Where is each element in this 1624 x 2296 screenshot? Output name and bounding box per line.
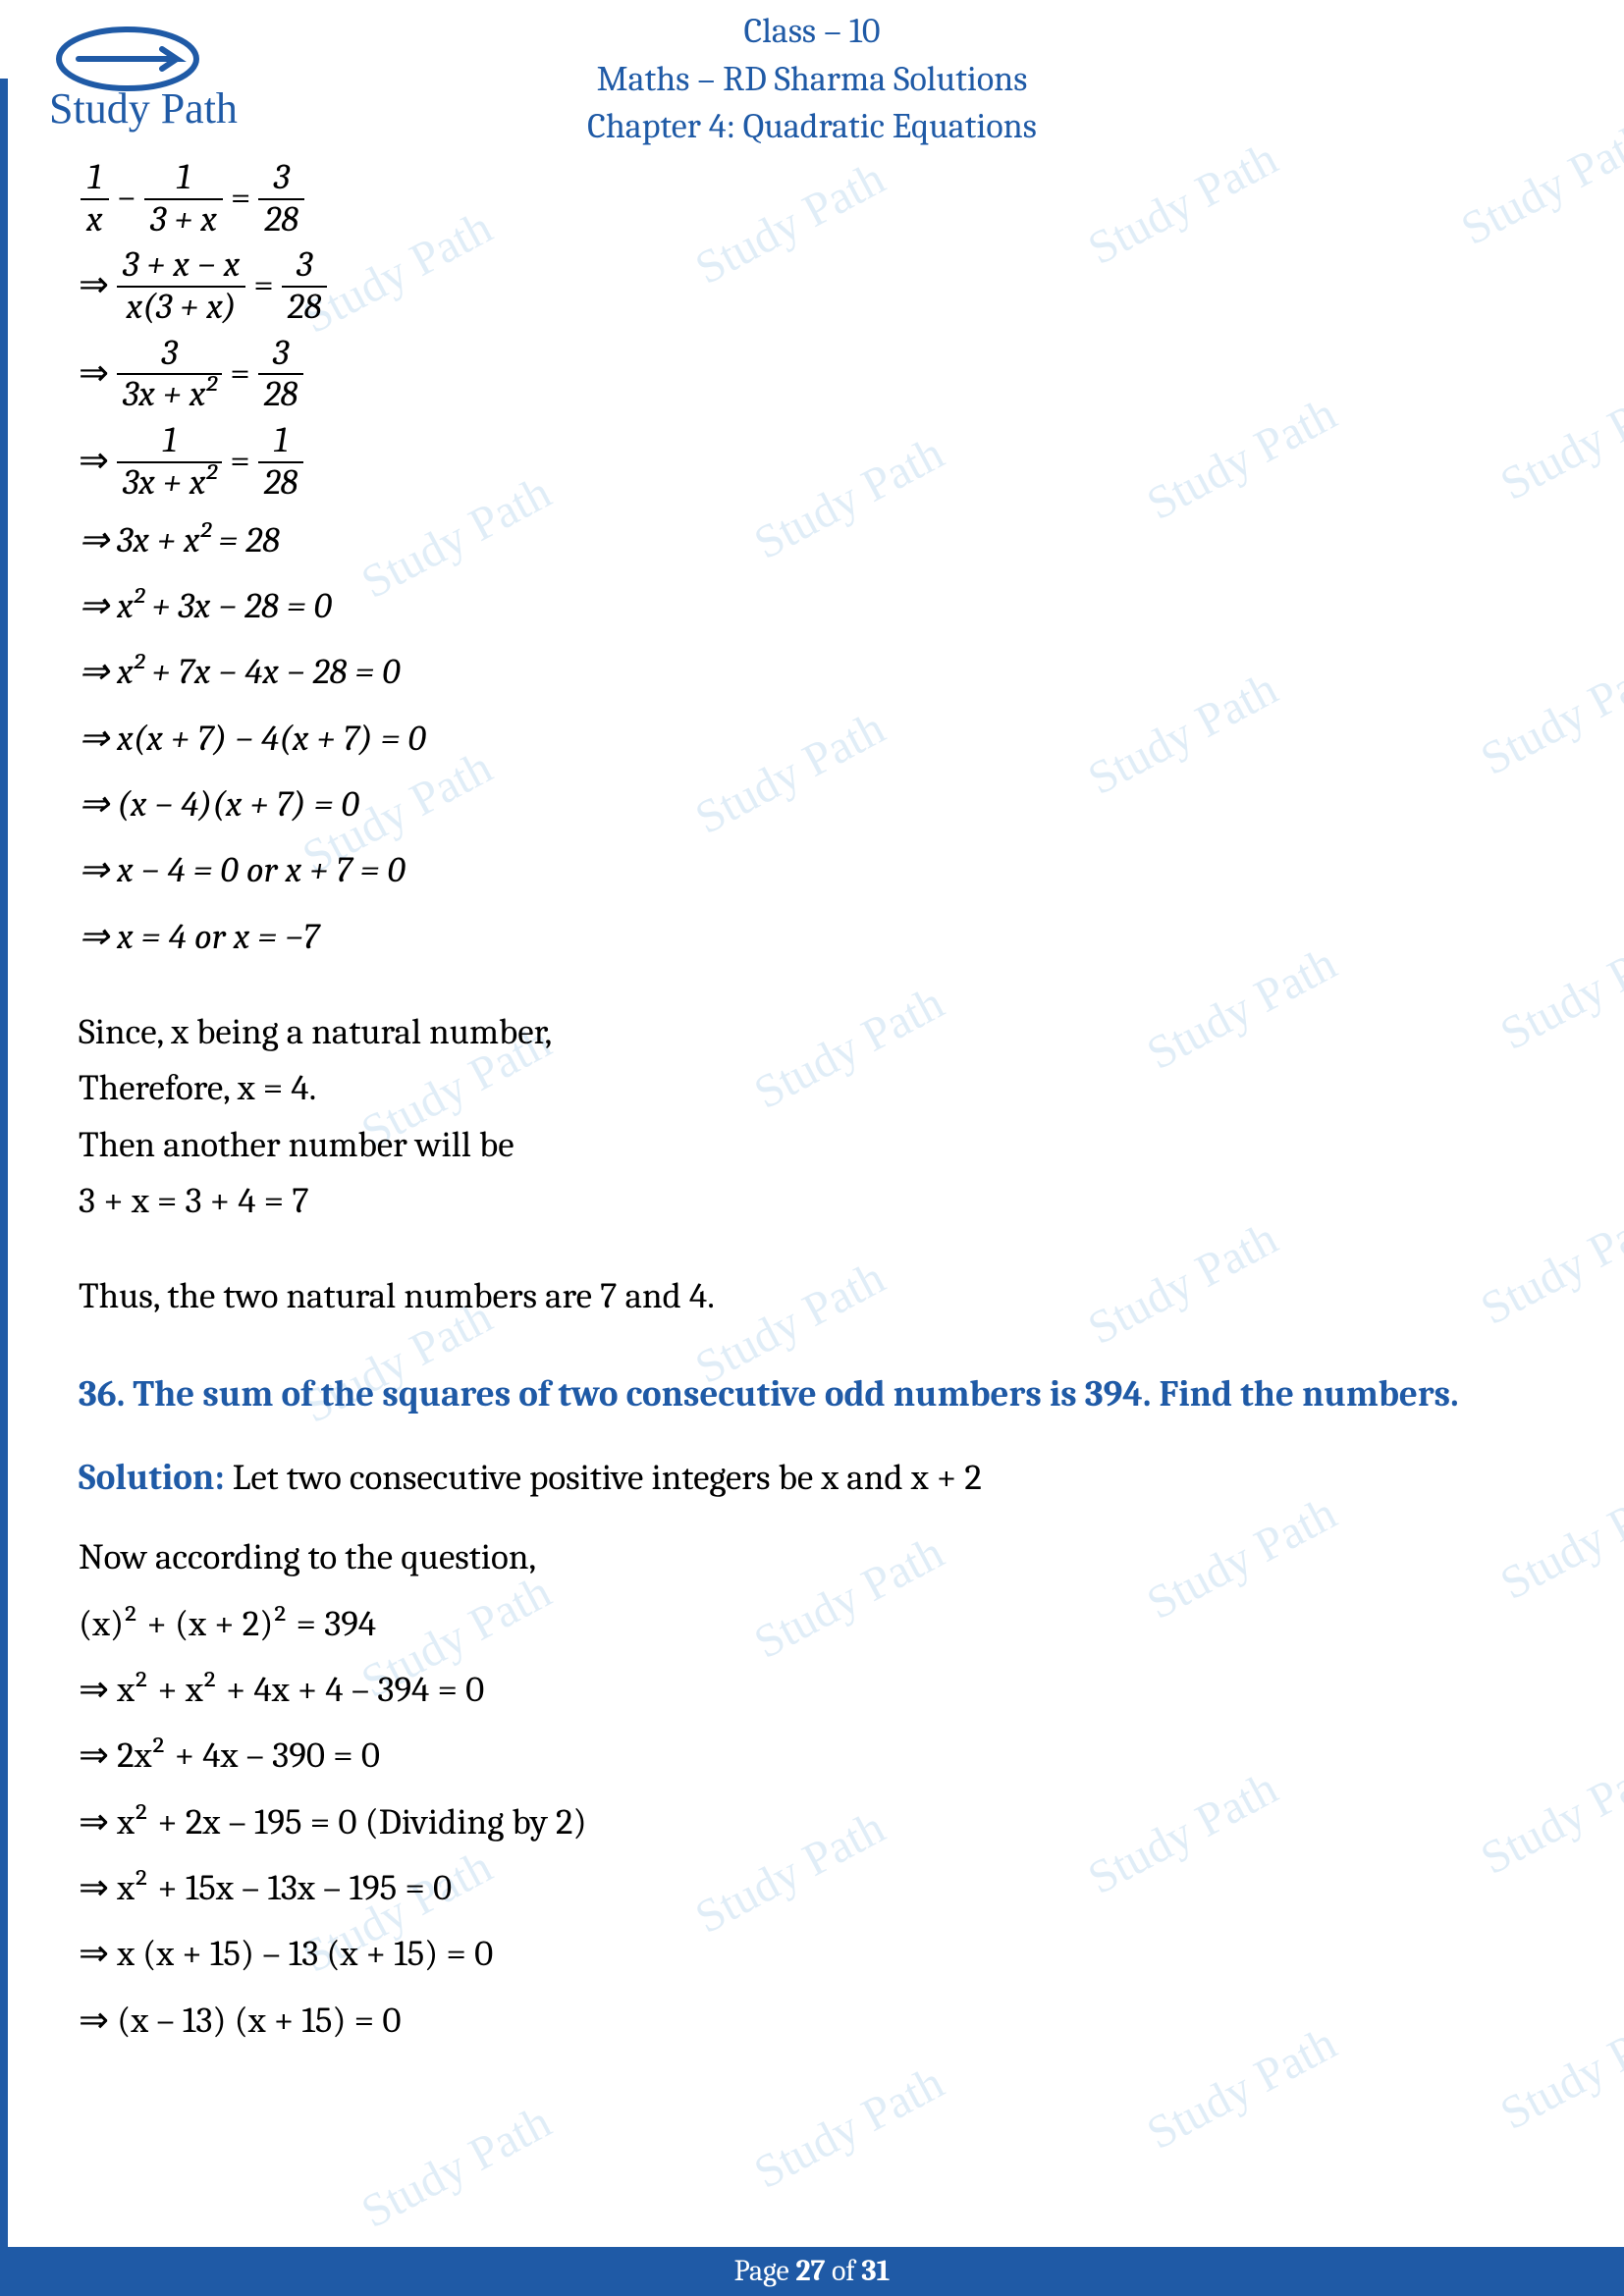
body-text: Then another number will be [79,1118,1545,1174]
equation-step: ⇒ x = 4 or x = −7 [79,910,1545,966]
frac-num: 3 [282,245,328,288]
equation-step: ⇒ x(x + 7) − 4(x + 7) = 0 [79,712,1545,768]
frac-num: 3 [258,334,304,376]
equation-step: ⇒ x − 4 = 0 or x + 7 = 0 [79,843,1545,899]
frac-den: 28 [258,463,304,504]
study-path-logo: Study Path [39,20,255,137]
equation-step: ⇒ x² + 7x − 4x − 28 = 0 [79,645,1545,701]
equation-4: ⇒ 13x + x² = 128 [79,421,1545,503]
frac-num: 1 [258,421,304,463]
frac-num: 1 [117,421,222,463]
page-footer: Page 27 of 31 [0,2247,1624,2296]
solution-step: ⇒ 2x² + 4x – 390 = 0 [79,1729,1545,1785]
equation-step: ⇒ (x − 4)(x + 7) = 0 [79,777,1545,833]
footer-mid: of [825,2254,861,2288]
body-text: Since, x being a natural number, [79,1005,1545,1061]
equation-2: ⇒ 3 + x − xx(3 + x) = 328 [79,245,1545,327]
solution-step: ⇒ x (x + 15) – 13 (x + 15) = 0 [79,1927,1545,1983]
frac-den: 3x + x² [117,463,222,504]
frac-num: 3 [117,334,222,376]
frac-den: 28 [282,288,328,328]
page-content: 1x − 13 + x = 328 ⇒ 3 + x − xx(3 + x) = … [79,152,1545,2227]
equation-step: ⇒ 3x + x² = 28 [79,513,1545,569]
equation-step: ⇒ x² + 3x − 28 = 0 [79,579,1545,635]
equation-3: ⇒ 33x + x² = 328 [79,334,1545,415]
footer-total: 31 [861,2254,890,2288]
solution-label: Solution: [79,1458,225,1499]
body-text: Therefore, x = 4. [79,1061,1545,1117]
solution-step: ⇒ x² + 15x – 13x – 195 = 0 [79,1861,1545,1917]
frac-den: 28 [258,200,304,240]
solution-intro: Let two consecutive positive integers be… [225,1458,982,1499]
frac-den: x [81,200,109,240]
footer-current: 27 [795,2254,825,2288]
question-36: 36. The sum of the squares of two consec… [79,1367,1545,1423]
body-text: 3 + x = 3 + 4 = 7 [79,1174,1545,1230]
frac-den: 3 + x [144,200,223,240]
solution-step: Now according to the question, [79,1530,1545,1586]
frac-num: 3 + x − x [117,245,245,288]
left-stripe [0,79,8,2247]
svg-text:Study Path: Study Path [49,84,238,133]
solution-step: ⇒ x² + x² + 4x + 4 – 394 = 0 [79,1663,1545,1719]
frac-num: 1 [144,158,223,200]
frac-den: x(3 + x) [117,288,245,328]
frac-num: 1 [81,158,109,200]
frac-num: 3 [258,158,304,200]
solution-step: ⇒ x² + 2x – 195 = 0 (Dividing by 2) [79,1795,1545,1851]
equation-1: 1x − 13 + x = 328 [79,158,1545,240]
solution-step: (x)² + (x + 2)² = 394 [79,1597,1545,1653]
frac-den: 3x + x² [117,375,222,415]
footer-prefix: Page [734,2254,796,2288]
solution-step: ⇒ (x – 13) (x + 15) = 0 [79,1994,1545,2050]
body-text: Thus, the two natural numbers are 7 and … [79,1269,1545,1325]
solution-line: Solution: Let two consecutive positive i… [79,1451,1545,1507]
frac-den: 28 [258,375,304,415]
